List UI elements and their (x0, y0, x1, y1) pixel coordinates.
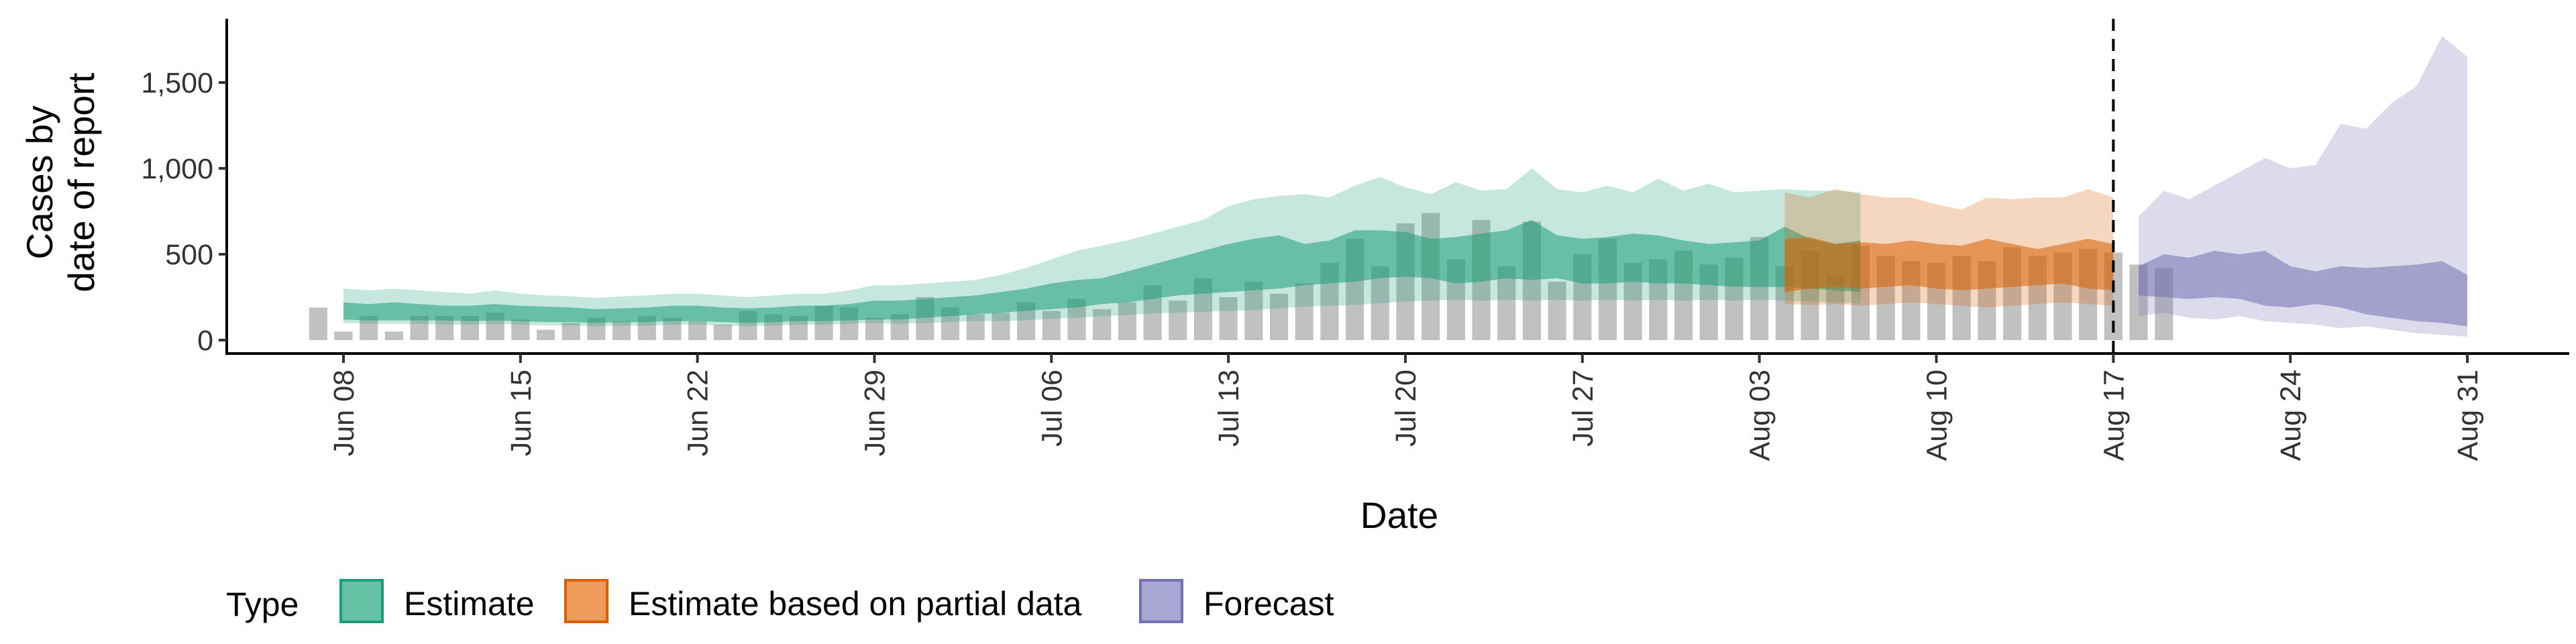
estimate-bands (343, 36, 2467, 337)
legend-label: Estimate based on partial data (629, 585, 1082, 623)
reported-case-bar (663, 317, 682, 340)
x-tick-label: Jul 06 (1036, 370, 1068, 447)
legend-key-swatch (564, 579, 608, 623)
reported-case-bar (309, 307, 327, 340)
y-tick-label: 1,000 (141, 153, 213, 185)
legend: Type Estimate Estimate based on partial d… (226, 579, 1334, 623)
x-tick-label: Aug 24 (2275, 370, 2307, 461)
reported-case-bar (1295, 283, 1313, 340)
y-tick-label: 500 (165, 239, 213, 271)
estimate-inner-band (343, 219, 1861, 323)
reported-case-bar (991, 313, 1010, 340)
reported-case-bar (865, 317, 884, 340)
y-tick-label: 0 (197, 325, 213, 357)
y-axis-title: Cases by date of report (19, 72, 102, 292)
reported-case-bar (561, 323, 580, 340)
x-axis-ticks: Jun 08 Jun 15 Jun 22 Jun 29 Jul 06 Jul 13 Jul … (328, 354, 2484, 461)
forecast-inner-band (2139, 250, 2467, 327)
x-tick-label: Aug 10 (1921, 370, 1953, 461)
plot-area (309, 19, 2467, 354)
y-axis-title-line-2: date of report (60, 72, 102, 292)
legend-key-swatch (339, 579, 384, 623)
x-tick-label: Jun 29 (859, 370, 892, 456)
estimate-outer-band (343, 168, 1861, 327)
legend-label: Estimate (404, 585, 535, 623)
x-tick-label: Jul 13 (1213, 370, 1245, 447)
reported-case-bar (1169, 301, 1187, 340)
y-axis-title-line-1: Cases by (19, 105, 60, 260)
x-tick-label: Jul 20 (1390, 370, 1422, 447)
estimate-based-on-partial-data-inner-band (1784, 237, 2114, 292)
reported-case-bar (536, 329, 555, 340)
x-tick-label: Jul 27 (1567, 370, 1599, 447)
reported-case-bar (1269, 293, 1289, 340)
y-tick-label: 1,500 (141, 67, 213, 99)
legend-label: Forecast (1203, 585, 1334, 623)
reported-case-bar (334, 331, 353, 340)
y-axis-ticks: 0 500 1,000 1,500 (141, 67, 227, 357)
reported-case-bar (1219, 297, 1238, 340)
reported-case-bar (1093, 309, 1112, 340)
reported-case-bar (713, 324, 732, 340)
x-tick-label: Aug 31 (2452, 370, 2484, 461)
reported-case-bar (511, 319, 530, 340)
x-axis-title: Date (1360, 494, 1438, 536)
reported-case-bar (1244, 281, 1263, 340)
reported-case-bar (1042, 311, 1061, 340)
reported-case-bar (688, 321, 707, 340)
reported-case-bar (384, 331, 403, 340)
reported-case-bar (1548, 281, 1566, 340)
x-tick-label: Jun 08 (328, 370, 360, 456)
x-tick-label: Jun 22 (682, 370, 714, 456)
x-tick-label: Aug 03 (1744, 370, 1776, 461)
legend-title: Type (226, 586, 299, 623)
x-tick-label: Aug 17 (2098, 370, 2130, 461)
legend-key-swatch (1139, 579, 1183, 623)
reported-case-bar (966, 314, 985, 340)
x-tick-label: Jun 15 (505, 370, 537, 456)
reported-case-bar (1118, 302, 1136, 340)
reported-case-bar (612, 321, 631, 340)
